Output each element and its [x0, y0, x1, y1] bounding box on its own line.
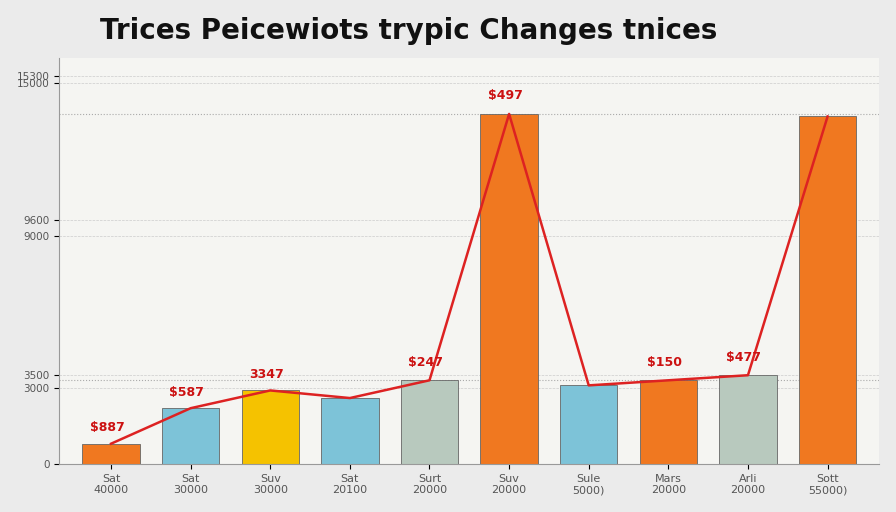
Text: 3347: 3347: [249, 368, 284, 381]
Text: $587: $587: [169, 386, 204, 398]
Bar: [162, 408, 220, 464]
Text: Trices Peicewiots trypic Changes tnices: Trices Peicewiots trypic Changes tnices: [100, 17, 718, 45]
Text: $150: $150: [647, 356, 682, 369]
Bar: [242, 391, 299, 464]
Bar: [321, 398, 378, 464]
Bar: [560, 386, 617, 464]
Bar: [82, 444, 140, 464]
Text: $497: $497: [487, 89, 522, 102]
Bar: [719, 375, 777, 464]
Bar: [640, 380, 697, 464]
Bar: [480, 114, 538, 464]
Text: $477: $477: [727, 351, 762, 364]
Bar: [799, 116, 857, 464]
Text: $247: $247: [408, 356, 443, 369]
Bar: [401, 380, 458, 464]
Text: $887: $887: [90, 421, 125, 434]
